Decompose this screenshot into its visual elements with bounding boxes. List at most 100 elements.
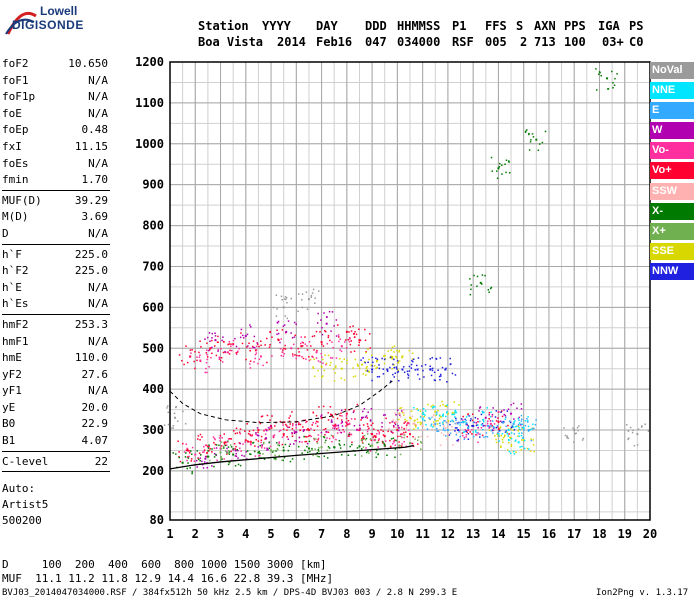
echo-point — [528, 132, 530, 135]
echo-point — [455, 428, 457, 431]
echo-point — [482, 420, 485, 423]
echo-point — [462, 420, 465, 423]
echo-point — [199, 359, 202, 362]
echo-point — [513, 426, 515, 428]
echo-point — [544, 130, 547, 133]
echo-point — [284, 296, 287, 298]
echo-point — [211, 332, 214, 335]
echo-point — [457, 440, 460, 442]
echo-point — [303, 458, 305, 460]
echo-point — [452, 413, 455, 416]
echo-point — [184, 422, 187, 425]
echo-point — [390, 430, 392, 433]
echo-point — [383, 362, 386, 365]
echo-point — [383, 354, 386, 357]
echo-point — [376, 441, 378, 444]
echo-point — [255, 352, 258, 354]
echo-point — [488, 414, 490, 416]
echo-point — [357, 364, 359, 367]
echo-point — [253, 346, 256, 349]
echo-point — [218, 444, 220, 447]
echo-point — [442, 429, 445, 431]
echo-point — [207, 336, 209, 339]
echo-point — [434, 418, 436, 421]
echo-point — [348, 337, 351, 339]
echo-point — [352, 367, 354, 369]
echo-point — [457, 429, 459, 432]
echo-point — [364, 328, 366, 331]
echo-point — [221, 361, 224, 363]
echo-point — [386, 370, 389, 373]
echo-point — [467, 426, 470, 429]
echo-point — [302, 429, 305, 432]
echo-point — [320, 414, 323, 416]
echo-point — [469, 293, 472, 296]
echo-point — [339, 357, 341, 360]
echo-point — [376, 359, 379, 362]
echo-point — [301, 441, 303, 443]
echo-point — [254, 357, 256, 360]
echo-point — [517, 441, 520, 444]
echo-point — [289, 460, 292, 463]
echo-point — [176, 420, 179, 422]
echo-point — [454, 411, 457, 414]
echo-point — [507, 435, 510, 437]
echo-point — [433, 414, 435, 416]
echo-point — [226, 441, 229, 443]
echo-point — [284, 298, 286, 300]
echo-point — [414, 369, 417, 371]
param-value: N/A — [88, 384, 108, 398]
echo-point — [248, 441, 250, 443]
echo-point — [204, 371, 207, 374]
echo-point — [204, 455, 207, 458]
echo-point — [298, 423, 300, 425]
param-row: C-level 22 — [2, 454, 110, 471]
echo-point — [337, 334, 340, 336]
echo-point — [398, 414, 401, 416]
echo-point — [397, 424, 399, 427]
echo-point — [396, 368, 398, 370]
echo-point — [174, 416, 177, 419]
echo-point — [291, 435, 294, 437]
polarization-legend: NoVal NNE E W Vo- Vo+ SSW X- X+ SSE NNW — [650, 62, 694, 283]
echo-point — [227, 452, 229, 454]
echo-point — [445, 405, 448, 408]
param-name: foEp — [2, 123, 29, 137]
echo-point — [190, 458, 193, 460]
echo-point — [439, 357, 442, 359]
echo-point — [364, 439, 367, 441]
param-row: h`F 225.0 — [2, 247, 110, 264]
echo-point — [256, 434, 259, 436]
echo-point — [446, 438, 449, 441]
echo-point — [237, 350, 239, 353]
echo-point — [284, 421, 286, 423]
echo-point — [465, 423, 467, 426]
echo-point — [430, 405, 433, 408]
echo-point — [283, 456, 286, 459]
echo-point — [501, 173, 503, 175]
echo-point — [531, 133, 534, 135]
echo-point — [365, 351, 367, 354]
echo-point — [214, 332, 216, 334]
echo-point — [341, 360, 343, 363]
echo-point — [567, 437, 569, 440]
echo-point — [352, 375, 355, 378]
echo-point — [332, 416, 334, 418]
echo-point — [244, 441, 247, 443]
echo-point — [444, 427, 447, 429]
echo-point — [469, 431, 472, 433]
legend-item-x-: X- — [650, 202, 694, 220]
echo-point — [200, 346, 202, 348]
echo-point — [194, 453, 197, 456]
echo-point — [486, 436, 489, 438]
echo-point — [228, 453, 231, 455]
echo-point — [398, 445, 400, 447]
divider — [2, 243, 110, 245]
echo-point — [362, 357, 364, 359]
echo-point — [327, 431, 330, 434]
echo-point — [208, 349, 210, 352]
echo-point — [507, 441, 510, 444]
echo-point — [373, 428, 375, 430]
echo-point — [358, 367, 361, 370]
echo-point — [389, 356, 392, 359]
